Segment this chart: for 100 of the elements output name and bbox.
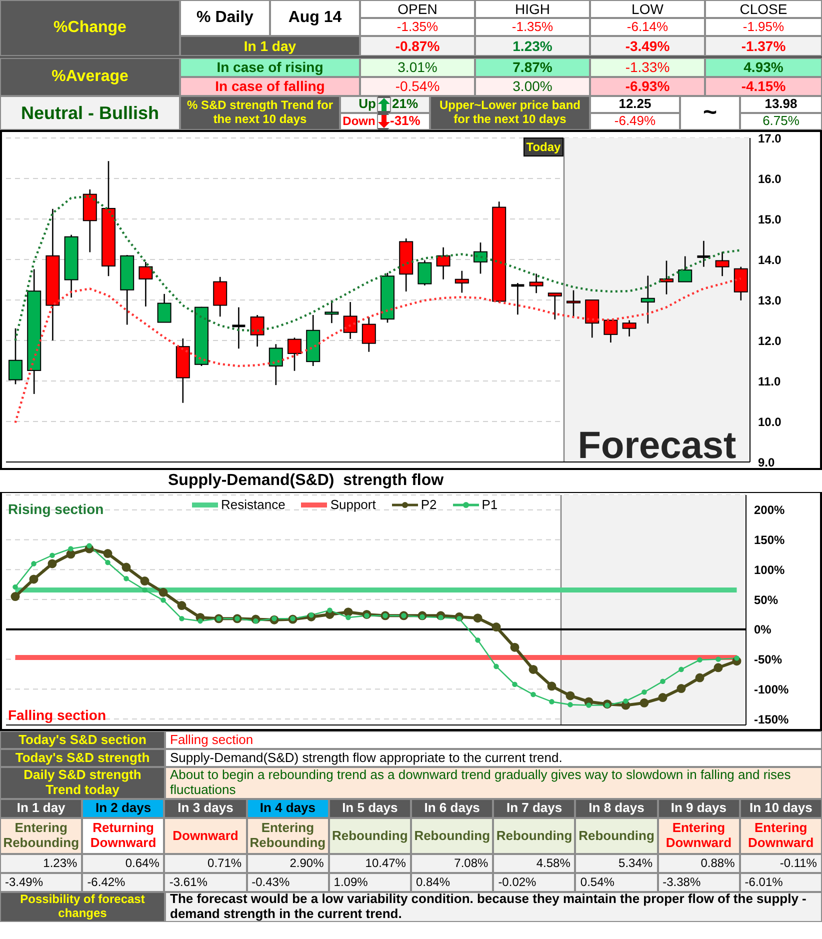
text: 0.84%	[416, 874, 450, 890]
text: -4.15%	[741, 78, 786, 95]
text: Rebounding	[414, 828, 490, 844]
legend-label: Resistance	[221, 497, 286, 512]
y-tick-label: 200%	[754, 503, 786, 518]
y-tick-label: 14.0	[758, 252, 782, 267]
y-tick-label: 11.0	[758, 374, 782, 388]
text: In 5 days	[342, 800, 398, 816]
text: In 10 days	[749, 800, 812, 816]
text: Down	[342, 114, 376, 128]
y-tick-label: 10.0	[758, 414, 782, 429]
text: ~	[702, 99, 717, 127]
y-tick-label: 16.0	[758, 172, 782, 186]
legend-label: P2	[420, 497, 437, 512]
text: -3.49%	[5, 874, 44, 890]
legend-label: Support	[330, 497, 376, 512]
text: Entering Rebounding	[250, 820, 326, 851]
text: -3.38%	[662, 874, 701, 890]
text: Rebounding	[578, 828, 654, 844]
y-tick-label: 0%	[754, 622, 772, 637]
chart-title: Supply-Demand(S&D) strength flow	[168, 472, 444, 490]
text: In 2 days	[95, 800, 152, 816]
text: In 4 days	[260, 800, 316, 816]
text: -6.01%	[744, 874, 783, 890]
text: 0.71%	[208, 856, 242, 870]
text: -3.61%	[169, 874, 208, 890]
text: CLOSE	[740, 0, 788, 18]
text: -3.49%	[625, 38, 670, 54]
text: -0.02%	[498, 874, 536, 890]
text: 7.08%	[454, 856, 488, 870]
text: Entering Rebounding	[3, 820, 80, 851]
text: -6.93%	[625, 78, 670, 95]
text: 2.90%	[290, 856, 324, 870]
y-tick-label: 9.0	[758, 455, 776, 470]
text: Daily S&D strength Trend today	[22, 767, 142, 798]
text: 0.88%	[700, 856, 735, 870]
text: About to begin a rebounding trend as a downward trend gradually gives way to slowdown in falling and rises fluctuations	[170, 767, 792, 798]
text: -1.35%	[396, 18, 438, 34]
y-tick-label: 17.0	[758, 131, 782, 146]
text: -0.11%	[780, 856, 817, 870]
annotation: Rising section	[8, 501, 104, 517]
text: -6.49%	[614, 113, 656, 129]
y-tick-label: 13.0	[758, 293, 782, 308]
text: -1.37%	[741, 38, 786, 54]
y-tick-label: 150%	[754, 533, 786, 548]
text: -6.42%	[87, 874, 126, 890]
text: 21%	[392, 96, 418, 112]
text: Possibility of forecast changes	[19, 892, 146, 921]
text: In 1 day	[244, 38, 296, 54]
text: 12.25	[618, 96, 652, 112]
text: The forecast would be a low variability condition. because they maintain the proper flow of the supply - demand strength in the current trend.	[170, 891, 808, 922]
text: 4.93%	[744, 59, 784, 76]
text: 1.09%	[334, 874, 368, 890]
text: 4.58%	[536, 856, 570, 870]
text: In 7 days	[506, 800, 562, 816]
text: In 6 days	[424, 800, 480, 816]
text: 7.87%	[512, 59, 552, 76]
text: Falling section	[170, 732, 254, 748]
text: HIGH	[515, 0, 550, 18]
y-tick-label: 15.0	[758, 212, 782, 226]
text: 10.47%	[365, 856, 406, 870]
text: 6.75%	[762, 113, 800, 129]
text: In 3 days	[178, 800, 234, 816]
text: -31%	[390, 113, 420, 129]
text: Today's S&D strength	[15, 750, 150, 766]
text: 13.98	[764, 96, 798, 112]
text: Downward	[172, 828, 238, 844]
text: In case of rising	[216, 59, 324, 76]
text: Aug 14	[288, 8, 342, 28]
text: LOW	[632, 0, 664, 18]
y-tick-label: -150%	[754, 712, 790, 726]
legend-label: P1	[482, 497, 498, 512]
text: %Average	[52, 68, 128, 86]
text: OPEN	[398, 0, 438, 18]
text: % S&D strength Trend for the next 10 days	[186, 98, 334, 127]
text: Supply-Demand(S&D) strength flow appropriate to the current trend.	[170, 750, 562, 766]
y-tick-label: -100%	[754, 682, 790, 696]
annotation: Forecast	[578, 425, 737, 467]
text: 5.34%	[618, 856, 653, 870]
text: Today's S&D section	[18, 732, 146, 748]
text: 0.54%	[580, 874, 614, 890]
y-tick-label: 50%	[754, 592, 778, 607]
text: 3.00%	[512, 78, 552, 95]
text: 1.23%	[512, 38, 552, 54]
text: In 8 days	[588, 800, 644, 816]
text: -1.35%	[512, 18, 554, 34]
text: % Daily	[196, 8, 254, 28]
text: In case of falling	[215, 78, 325, 95]
text: In 9 days	[670, 800, 726, 816]
text: Entering Downward	[747, 820, 815, 851]
text: Upper~Lower price band for the next 10 days	[438, 98, 582, 127]
y-tick-label: 12.0	[758, 334, 782, 348]
text: -1.33%	[625, 59, 670, 76]
text: -0.54%	[395, 78, 440, 95]
text: -0.43%	[252, 874, 290, 890]
text: Returning Downward	[89, 820, 158, 851]
text: Neutral - Bullish	[20, 102, 159, 124]
text: 0.64%	[125, 856, 160, 870]
text: %Change	[54, 18, 126, 38]
annotation: Today	[526, 140, 562, 154]
